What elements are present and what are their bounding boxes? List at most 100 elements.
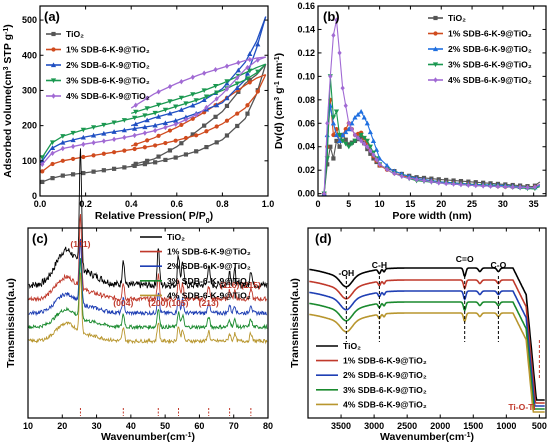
data-point	[245, 64, 250, 71]
data-point	[213, 114, 218, 119]
data-point	[49, 140, 56, 146]
data-point	[234, 85, 240, 90]
series-a-4	[40, 56, 266, 168]
data-point	[368, 148, 373, 154]
data-point	[132, 115, 138, 121]
band-label: -OH	[338, 268, 354, 278]
data-point	[371, 152, 376, 158]
data-point	[343, 129, 349, 135]
y-axis-label-part: Dv(d) (cm	[273, 101, 285, 149]
data-point	[365, 144, 370, 150]
x-tick-label: 80	[263, 421, 273, 431]
data-point	[202, 70, 207, 76]
series-c-3	[28, 258, 268, 331]
data-point	[70, 130, 76, 136]
legend-marker	[50, 78, 57, 84]
data-point	[322, 190, 327, 197]
band-label: Ti-O-Ti	[508, 402, 535, 412]
data-point	[190, 132, 195, 137]
data-point	[331, 32, 336, 39]
data-point	[349, 120, 355, 126]
data-point	[346, 120, 351, 126]
adsorption-line	[41, 56, 266, 165]
data-point	[190, 92, 196, 97]
data-point	[224, 118, 230, 123]
data-point	[194, 112, 199, 118]
y-tick-label: 0.12	[297, 48, 315, 58]
data-point	[167, 99, 173, 104]
data-point	[179, 122, 184, 128]
data-point	[132, 126, 138, 131]
x-tick-label: 1000	[496, 421, 516, 431]
data-point	[330, 120, 337, 126]
legend-label: 4% SDB-6-K-9@TiO₂	[167, 290, 251, 300]
y-tick-label: 0.10	[297, 71, 315, 81]
data-point	[532, 184, 538, 190]
y-tick-label: 0.16	[297, 1, 315, 11]
y-tick-label: 400	[22, 50, 37, 60]
y-tick-label: 300	[22, 85, 37, 95]
data-point	[340, 132, 346, 138]
x-tick-label: 2000	[430, 421, 450, 431]
data-point	[153, 127, 158, 134]
legend-label: 2% SDB-6-K-9@TiO₂	[448, 44, 532, 54]
peak-label: (004)	[113, 298, 133, 308]
x-axis-label: Pore width (nm)	[392, 210, 471, 222]
data-point	[133, 142, 138, 147]
data-point	[399, 173, 404, 179]
data-point	[91, 169, 96, 174]
data-point	[111, 120, 117, 126]
data-point	[236, 59, 241, 66]
data-point	[50, 161, 55, 167]
data-point	[224, 86, 230, 92]
y-tick-label: 500	[22, 15, 37, 25]
data-point	[343, 137, 348, 142]
x-axis-label-part: -1	[464, 432, 470, 439]
data-point	[153, 160, 158, 165]
data-point	[235, 111, 240, 116]
data-point	[407, 175, 412, 181]
data-point	[173, 104, 179, 110]
data-point	[162, 107, 168, 113]
data-point	[337, 144, 342, 149]
data-point	[340, 138, 346, 144]
y-axis-label-part: -1	[274, 56, 281, 62]
data-point	[204, 144, 209, 150]
data-point	[367, 144, 373, 150]
data-point	[340, 85, 345, 91]
data-point	[368, 151, 373, 156]
y-axis-label-part: STP g	[2, 34, 14, 66]
data-point	[429, 178, 434, 185]
band-label: C-O	[491, 260, 507, 270]
data-point	[224, 79, 230, 84]
x-tick-label: 0.0	[34, 199, 47, 209]
peak-label: (105)	[168, 298, 188, 308]
data-point	[163, 140, 168, 146]
data-point	[235, 123, 240, 129]
ftir-trace	[309, 290, 545, 407]
y-axis-label: Transmission(a.u)	[289, 278, 301, 368]
data-point	[183, 135, 189, 141]
xrd-trace	[28, 214, 268, 303]
data-point	[183, 152, 189, 157]
legend-label: 1% SDB-6-K-9@TiO₂	[448, 29, 532, 39]
data-point	[333, 132, 340, 138]
data-point	[392, 170, 397, 177]
data-point	[155, 114, 162, 119]
data-point	[142, 145, 147, 150]
data-point	[336, 138, 343, 143]
x-tick-label: 60	[194, 421, 204, 431]
data-point	[50, 150, 55, 156]
data-point	[49, 145, 56, 151]
data-point	[101, 122, 107, 128]
data-point	[112, 166, 117, 171]
data-point	[488, 183, 493, 189]
data-point	[235, 75, 240, 81]
legend-label: 4% SDB-6-K-9@TiO₂	[343, 399, 427, 409]
data-point	[364, 138, 370, 144]
data-point	[101, 138, 106, 144]
data-point	[352, 114, 358, 120]
x-axis-label-part: Wavenumber(cm	[101, 431, 185, 443]
x-tick-label: 0.4	[125, 199, 138, 209]
